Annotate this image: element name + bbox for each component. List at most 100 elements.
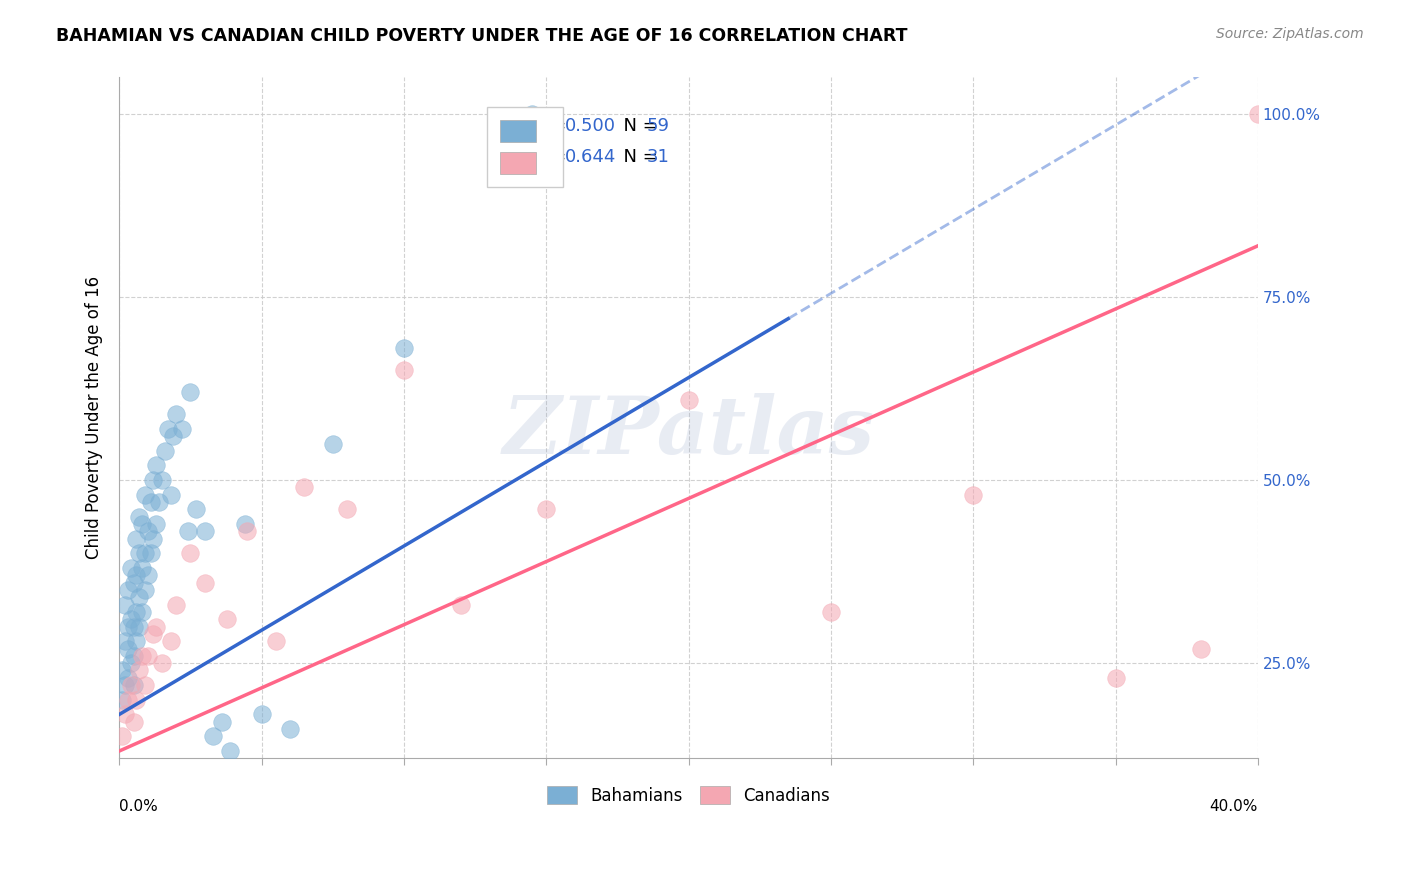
Point <box>170 422 193 436</box>
Text: 0.500: 0.500 <box>564 117 616 135</box>
Point <box>184 502 207 516</box>
Point <box>128 591 150 605</box>
Point <box>134 582 156 597</box>
Text: R =: R = <box>533 147 572 166</box>
Point <box>139 546 162 560</box>
Point <box>139 495 162 509</box>
Point <box>678 392 700 407</box>
Point <box>820 605 842 619</box>
Text: 0.0%: 0.0% <box>120 799 157 814</box>
Point <box>120 678 142 692</box>
Point <box>179 546 201 560</box>
Point <box>117 641 139 656</box>
Point <box>336 502 359 516</box>
Y-axis label: Child Poverty Under the Age of 16: Child Poverty Under the Age of 16 <box>86 277 103 559</box>
Text: R =: R = <box>533 117 572 135</box>
Point <box>165 407 187 421</box>
Point <box>120 612 142 626</box>
Point <box>322 436 344 450</box>
Point <box>120 656 142 670</box>
Point <box>179 385 201 400</box>
Point <box>219 744 242 758</box>
Point <box>264 634 287 648</box>
Point <box>114 598 136 612</box>
Point <box>145 458 167 473</box>
Point <box>142 473 165 487</box>
Point <box>145 619 167 633</box>
Point <box>122 714 145 729</box>
Point <box>156 422 179 436</box>
Point <box>136 648 159 663</box>
Point <box>122 648 145 663</box>
Point <box>122 619 145 633</box>
Point <box>145 517 167 532</box>
Point <box>125 532 148 546</box>
Legend: Bahamians, Canadians: Bahamians, Canadians <box>541 780 837 812</box>
Point <box>125 605 148 619</box>
Point <box>142 627 165 641</box>
Point <box>114 678 136 692</box>
Point <box>134 678 156 692</box>
Point <box>131 605 153 619</box>
Point <box>128 619 150 633</box>
Point <box>233 517 256 532</box>
Point <box>120 561 142 575</box>
Point <box>450 598 472 612</box>
Point <box>536 502 558 516</box>
Point <box>392 342 415 356</box>
Point <box>117 582 139 597</box>
Point <box>211 714 233 729</box>
Point <box>114 707 136 722</box>
Point <box>111 664 134 678</box>
Point <box>150 473 173 487</box>
Point <box>128 664 150 678</box>
Point <box>392 363 415 377</box>
Point <box>194 524 217 539</box>
Point <box>125 568 148 582</box>
Point <box>202 730 225 744</box>
Point <box>278 722 301 736</box>
Point <box>122 575 145 590</box>
Point <box>122 678 145 692</box>
Point <box>114 634 136 648</box>
Point <box>136 568 159 582</box>
Point <box>117 671 139 685</box>
Point <box>194 575 217 590</box>
Point <box>217 612 239 626</box>
Point <box>165 598 187 612</box>
Point <box>117 619 139 633</box>
Text: 40.0%: 40.0% <box>1209 799 1258 814</box>
Point <box>128 509 150 524</box>
Text: BAHAMIAN VS CANADIAN CHILD POVERTY UNDER THE AGE OF 16 CORRELATION CHART: BAHAMIAN VS CANADIAN CHILD POVERTY UNDER… <box>56 27 908 45</box>
Point <box>250 707 273 722</box>
Point <box>236 524 259 539</box>
Text: 59: 59 <box>647 117 669 135</box>
Point <box>125 693 148 707</box>
Point <box>520 107 543 121</box>
Point <box>159 488 181 502</box>
Point <box>148 495 170 509</box>
Text: Source: ZipAtlas.com: Source: ZipAtlas.com <box>1216 27 1364 41</box>
Text: N =: N = <box>612 117 664 135</box>
Point <box>1104 671 1126 685</box>
Point <box>131 561 153 575</box>
Point <box>162 429 184 443</box>
Point <box>136 524 159 539</box>
Point <box>117 693 139 707</box>
Text: N =: N = <box>612 147 664 166</box>
Point <box>159 634 181 648</box>
Point <box>134 546 156 560</box>
Point <box>292 480 315 494</box>
Text: ZIPatlas: ZIPatlas <box>502 392 875 470</box>
Point <box>128 546 150 560</box>
Point <box>131 648 153 663</box>
Point <box>131 517 153 532</box>
Point <box>111 730 134 744</box>
Point <box>150 656 173 670</box>
Point <box>125 634 148 648</box>
Text: 0.644: 0.644 <box>564 147 616 166</box>
Point <box>1247 107 1270 121</box>
Point <box>176 524 198 539</box>
Point <box>111 693 134 707</box>
Point <box>142 532 165 546</box>
